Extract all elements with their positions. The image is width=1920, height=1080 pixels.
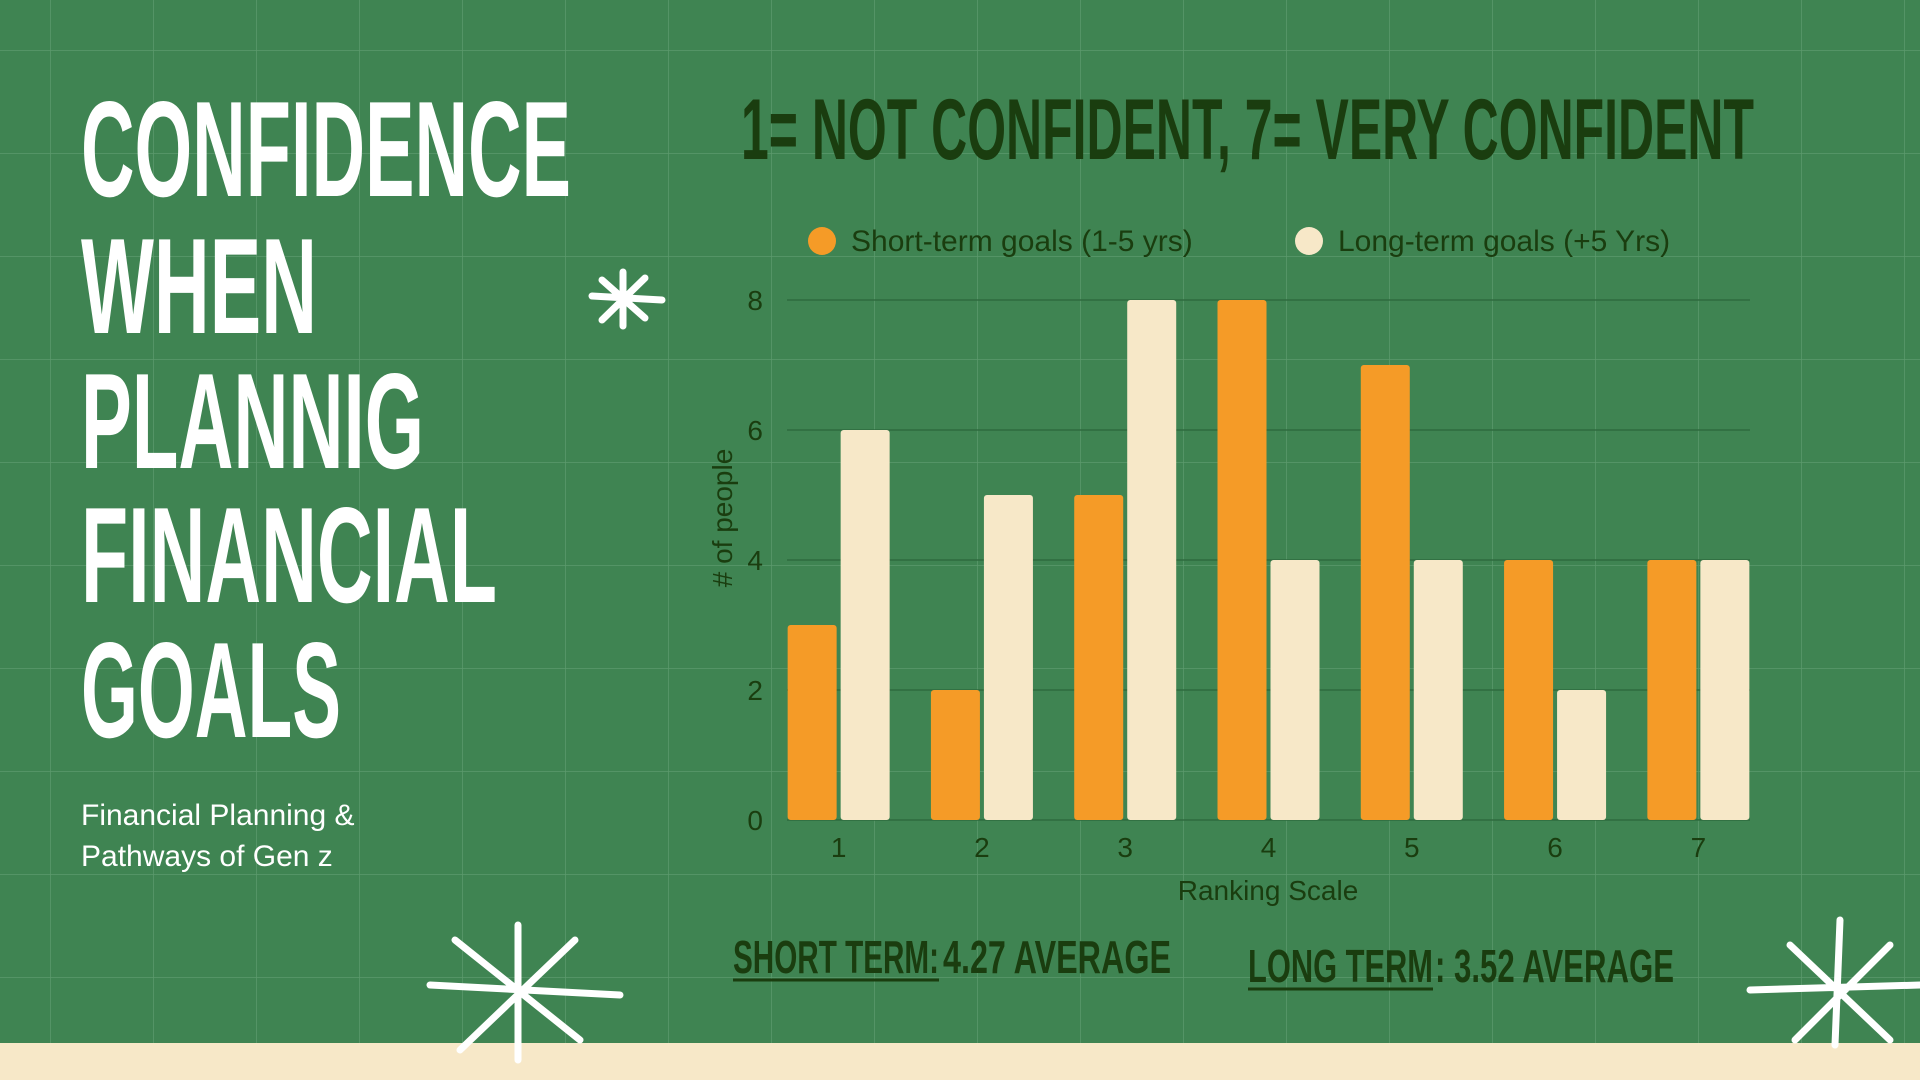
subtitle: Financial Planning & [81,799,355,832]
bar [1504,560,1554,820]
heading-line: WHEN [81,210,317,362]
bar [1360,365,1410,820]
x-tick-label: 5 [1404,832,1420,863]
summary-label: SHORT TERM: [733,931,939,983]
y-axis-label: # of people [707,449,738,588]
subtitle: Pathways of Gen z [81,840,333,873]
bar [840,430,890,820]
summary-text: 4.27 AVERAGE [943,931,1171,983]
x-tick-label: 6 [1547,832,1563,863]
legend-marker [1295,227,1323,255]
heading-line: CONFIDENCE [81,73,571,225]
summary-text: : 3.52 AVERAGE [1435,940,1674,992]
y-tick-label: 6 [747,415,763,446]
x-tick-label: 3 [1117,832,1133,863]
heading-line: FINANCIAL [81,479,497,631]
y-tick-label: 2 [747,675,763,706]
heading: CONFIDENCE WHEN PLANNIG FINANCIAL GOALS [81,73,571,766]
bar [1557,690,1607,820]
bar [983,495,1033,820]
y-tick-label: 0 [747,805,763,836]
bar [1127,300,1177,820]
summary: SHORT TERM: 4.27 AVERAGE LONG TERM : 3.5… [733,931,1674,992]
x-tick-label: 1 [831,832,847,863]
heading-line: PLANNIG [81,345,424,497]
bar [1074,495,1124,820]
x-tick-label: 2 [974,832,990,863]
summary-label: LONG TERM [1248,940,1433,992]
footer-strip [0,1043,1920,1080]
bar [930,690,980,820]
x-tick-label: 4 [1261,832,1277,863]
legend-label: Long-term goals (+5 Yrs) [1338,225,1670,258]
bar [1270,560,1320,820]
bar [787,625,837,820]
sparkles [426,268,1920,1064]
bar [1217,300,1267,820]
heading-line: GOALS [81,614,341,766]
y-tick-label: 4 [747,545,763,576]
y-tick-label: 8 [747,285,763,316]
legend-label: Short-term goals (1-5 yrs) [851,225,1193,258]
bar [1647,560,1697,820]
x-axis-label: Ranking Scale [1178,875,1359,906]
x-tick-label: 7 [1691,832,1707,863]
legend-marker [808,227,836,255]
chart-title: 1= NOT CONFIDENT, 7= VERY CONFIDENT [741,82,1754,178]
bar [1413,560,1463,820]
bar [1700,560,1750,820]
